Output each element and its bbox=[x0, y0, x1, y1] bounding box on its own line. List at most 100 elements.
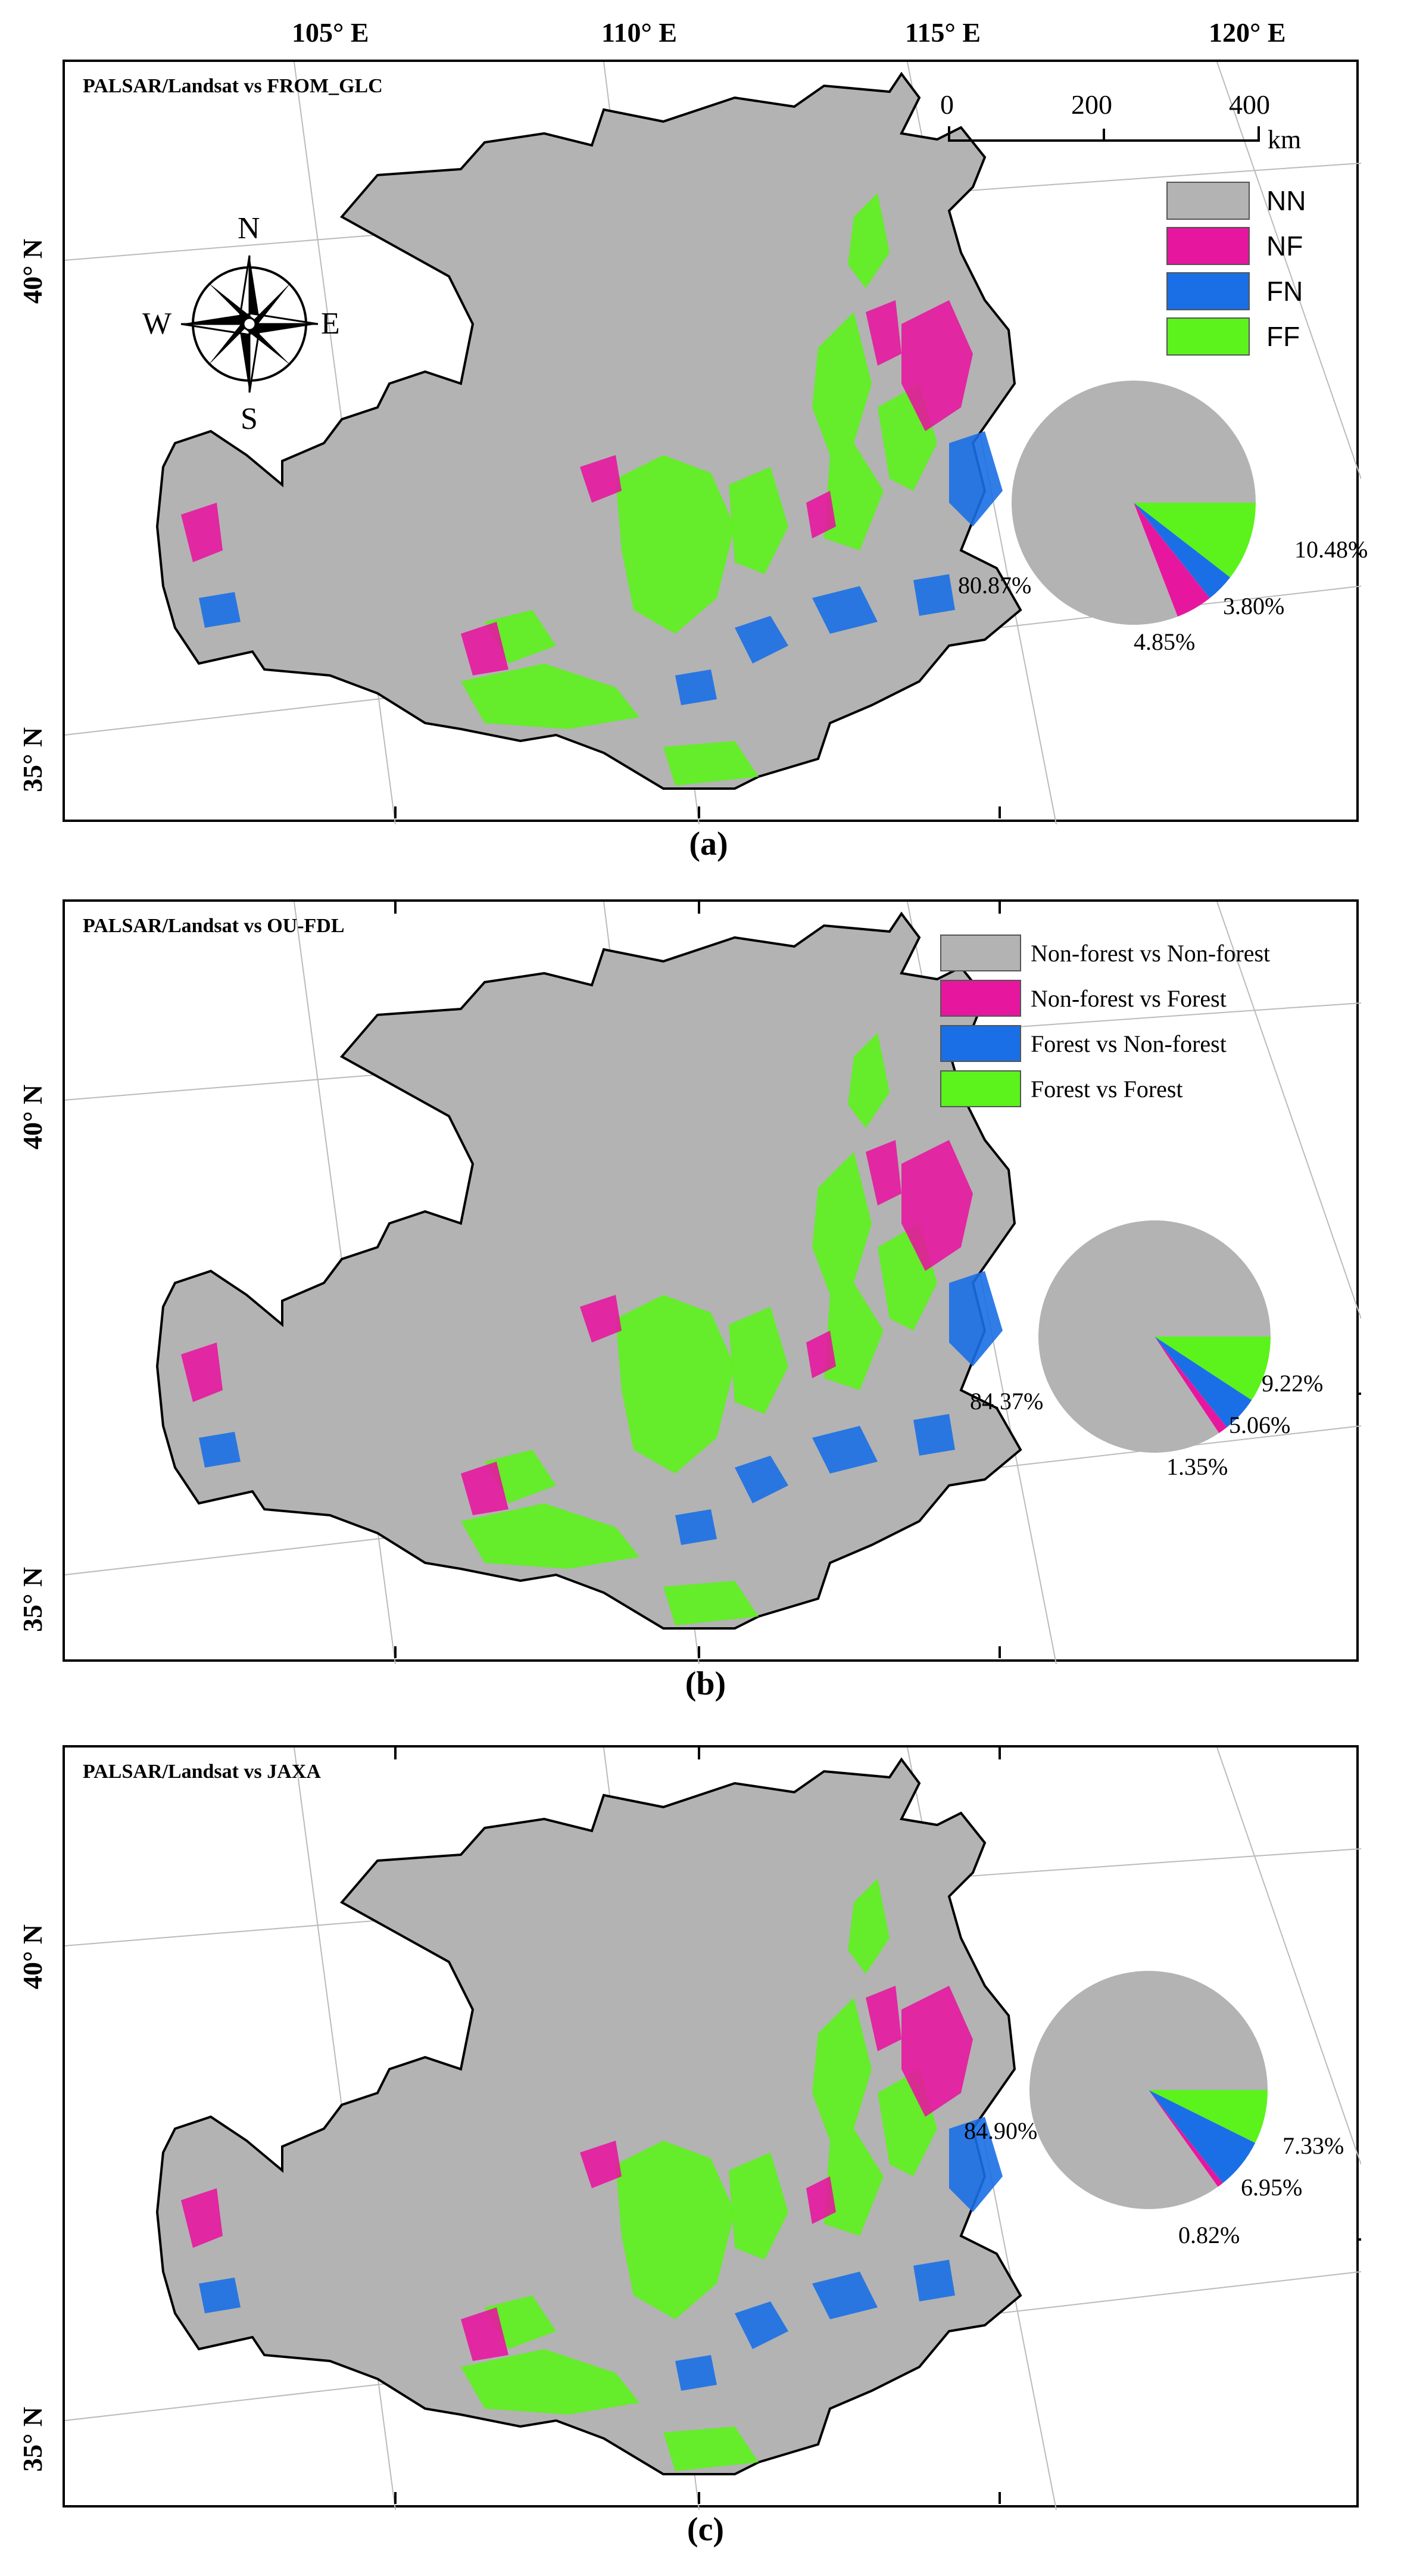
region-patch-ff bbox=[729, 467, 788, 574]
pie-slice-nf bbox=[1155, 1337, 1227, 1434]
region-patch-nf bbox=[806, 491, 836, 538]
compass-east-label: E bbox=[321, 307, 340, 341]
loess-plateau-region-c bbox=[155, 1757, 1022, 2475]
region-patch-nf bbox=[580, 455, 622, 503]
graticule-lon-120-line bbox=[1216, 62, 1361, 479]
region-patch-ff bbox=[729, 1307, 788, 1414]
compass-north-label: N bbox=[238, 211, 260, 245]
longitude-label-120: 120° E bbox=[1209, 17, 1286, 48]
region-patch-fn bbox=[675, 2355, 717, 2391]
region-patch-nf bbox=[901, 300, 973, 431]
legend-swatch-nf bbox=[1166, 227, 1250, 265]
region-patch-fn bbox=[199, 592, 241, 628]
compass-star-icon bbox=[180, 255, 319, 393]
region-patch-ff bbox=[461, 1503, 639, 1569]
loess-plateau-region-b bbox=[155, 911, 1022, 1630]
pie-label-ff-b: 9.22% bbox=[1262, 1370, 1324, 1397]
pie-slice-fn bbox=[1149, 2090, 1256, 2183]
pie-label-nf-c: 0.82% bbox=[1178, 2222, 1240, 2248]
pie-label-nn-b: 84.37% bbox=[970, 1388, 1044, 1415]
region-patch-fn bbox=[812, 2272, 878, 2319]
legend-item-ff: Forest vs Forest bbox=[940, 1066, 1270, 1111]
region-patch-ff bbox=[461, 664, 639, 729]
region-patch-ff bbox=[848, 193, 890, 288]
region-patch-ff bbox=[663, 1581, 759, 1625]
region-patch-nf bbox=[461, 1462, 508, 1515]
region-patch-nf bbox=[461, 2307, 508, 2361]
scale-tick-200: 200 bbox=[1071, 89, 1112, 120]
region-patch-fn bbox=[949, 2117, 1003, 2212]
region-patch-nf bbox=[580, 2141, 622, 2188]
legend-label-nn: Non-forest vs Non-forest bbox=[1031, 939, 1271, 967]
legend-label-ff: Forest vs Forest bbox=[1031, 1075, 1183, 1102]
latitude-label-40-a: 40° N bbox=[17, 238, 48, 304]
pie-label-fn-c: 6.95% bbox=[1241, 2174, 1303, 2201]
region-nn-area bbox=[155, 1757, 1022, 2475]
longitude-label-105: 105° E bbox=[292, 17, 369, 48]
latitude-label-40-b: 40° N bbox=[17, 1084, 48, 1150]
pie-chart-c bbox=[1029, 1971, 1268, 2209]
map-panel-c: PALSAR/Landsat vs JAXA 84.90% 0.82% 6.95… bbox=[63, 1745, 1361, 2510]
legend-swatch-nn bbox=[940, 935, 1021, 971]
legend-label-nf: Non-forest vs Forest bbox=[1031, 985, 1227, 1012]
map-frame-b bbox=[65, 902, 1361, 1664]
legend-swatch-fn bbox=[940, 1025, 1021, 1062]
region-patch-fn bbox=[949, 431, 1003, 527]
legend-b: Non-forest vs Non-forest Non-forest vs F… bbox=[940, 930, 1270, 1111]
region-patch-ff bbox=[848, 1879, 890, 1974]
pie-slice-nn bbox=[1038, 1220, 1271, 1453]
legend-item-nf: NF bbox=[1166, 223, 1306, 269]
scale-tick-400: 400 bbox=[1229, 89, 1270, 120]
region-patch-ff bbox=[729, 2153, 788, 2260]
pie-chart-b bbox=[1038, 1220, 1271, 1453]
legend-label-fn: FN bbox=[1266, 276, 1303, 307]
map-panel-a: PALSAR/Landsat vs FROM_GLC N S W E 0 200… bbox=[63, 60, 1368, 824]
region-patch-ff bbox=[663, 2427, 759, 2471]
region-patch-nf bbox=[806, 1331, 836, 1378]
region-patch-nf bbox=[866, 300, 901, 366]
region-patch-fn bbox=[913, 574, 955, 616]
graticule-lon-120-line bbox=[1216, 902, 1361, 1319]
compass-south-label: S bbox=[241, 402, 258, 436]
pie-slice-ff bbox=[1155, 1337, 1271, 1400]
region-patch-fn bbox=[735, 1456, 788, 1503]
region-patch-fn bbox=[199, 1432, 241, 1468]
panel-caption-b: (b) bbox=[685, 1665, 726, 1702]
region-nn-area bbox=[155, 911, 1022, 1630]
frame-ticks-a bbox=[394, 553, 1361, 818]
legend-item-nn: NN bbox=[1166, 178, 1306, 223]
pie-chart-a bbox=[1012, 381, 1256, 625]
legend-label-ff: FF bbox=[1266, 321, 1300, 352]
pie-label-ff-a: 10.48% bbox=[1294, 536, 1368, 563]
legend-item-nf: Non-forest vs Forest bbox=[940, 976, 1270, 1021]
pie-label-nn-c: 84.90% bbox=[964, 2117, 1038, 2144]
latitude-label-35-c: 35° N bbox=[17, 2406, 48, 2472]
legend-label-fn: Forest vs Non-forest bbox=[1031, 1030, 1227, 1057]
region-patch-ff bbox=[616, 1295, 735, 1474]
loess-plateau-region-a bbox=[155, 71, 1022, 790]
region-patch-nf bbox=[866, 1986, 901, 2051]
pie-label-ff-c: 7.33% bbox=[1283, 2132, 1344, 2159]
map-frame-c bbox=[65, 1748, 1361, 2510]
scale-bar: 0 200 400 km bbox=[940, 89, 1301, 160]
pie-slice-nf bbox=[1149, 2090, 1223, 2187]
graticule-lon-120-line bbox=[1216, 1748, 1361, 2165]
map-panel-b: PALSAR/Landsat vs OU-FDL Non-forest vs N… bbox=[63, 899, 1361, 1664]
region-patch-fn bbox=[812, 1426, 878, 1474]
legend-item-fn: FN bbox=[1166, 269, 1306, 314]
region-nn-area bbox=[155, 71, 1022, 790]
legend-item-ff: FF bbox=[1166, 314, 1306, 359]
scale-tick-0: 0 bbox=[940, 89, 954, 120]
region-patch-fn bbox=[913, 2260, 955, 2301]
pie-slice-nn bbox=[1012, 381, 1256, 625]
legend-item-nn: Non-forest vs Non-forest bbox=[940, 930, 1270, 976]
latitude-label-35-a: 35° N bbox=[17, 727, 48, 792]
panel-caption-a: (a) bbox=[689, 826, 728, 862]
pie-label-nf-b: 1.35% bbox=[1166, 1453, 1228, 1480]
legend-swatch-nn bbox=[1166, 182, 1250, 220]
panel-title-c: PALSAR/Landsat vs JAXA bbox=[83, 1761, 321, 1783]
compass-west-label: W bbox=[142, 307, 172, 341]
pie-slice-nf bbox=[1134, 503, 1210, 617]
legend-label-nf: NF bbox=[1266, 230, 1303, 261]
region-patch-nf bbox=[580, 1295, 622, 1342]
